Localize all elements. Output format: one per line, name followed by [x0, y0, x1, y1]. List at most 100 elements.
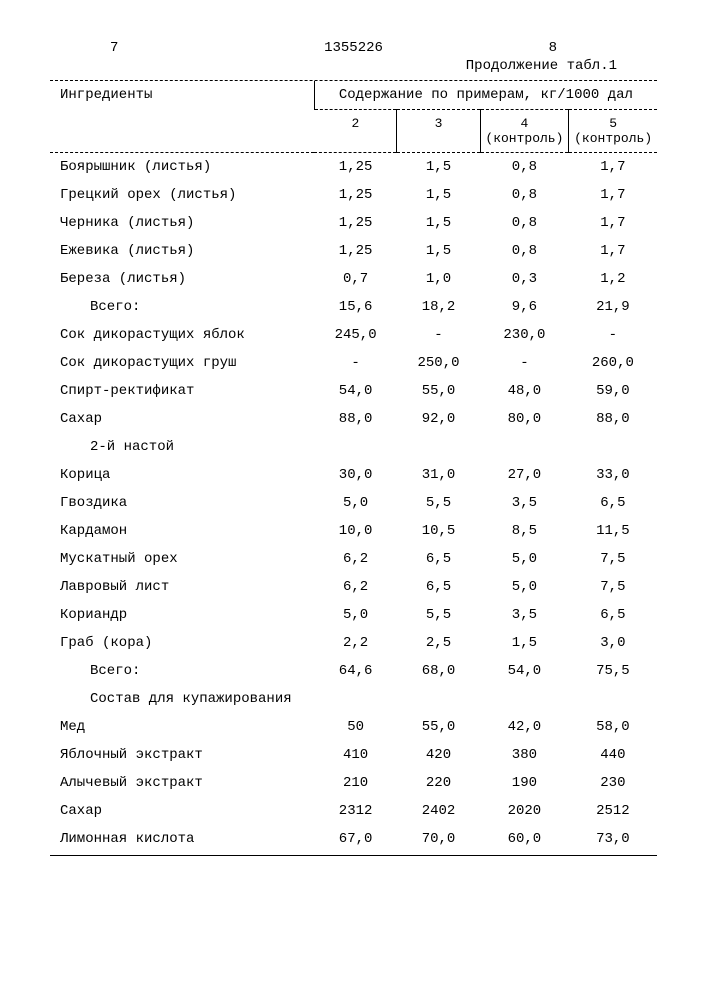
- table-row: Граб (кора)2,22,51,53,0: [50, 629, 657, 657]
- value-cell: 0,8: [480, 209, 569, 237]
- table-body: Боярышник (листья)1,251,50,81,7Грецкий о…: [50, 153, 657, 854]
- value-cell: 410: [314, 741, 397, 769]
- value-cell: 59,0: [569, 377, 657, 405]
- ingredient-cell: Сок дикорастущих яблок: [50, 321, 314, 349]
- value-cell: -: [480, 349, 569, 377]
- value-cell: 0,8: [480, 237, 569, 265]
- value-cell: 6,5: [397, 545, 480, 573]
- value-cell: 1,25: [314, 209, 397, 237]
- ingredient-cell: Всего:: [50, 657, 314, 685]
- page-number-left: 7: [110, 40, 118, 56]
- header-col-4: 4 (контроль): [480, 110, 569, 153]
- value-cell: 54,0: [480, 657, 569, 685]
- header-col-3: 3: [397, 110, 480, 153]
- table-row: Кардамон10,010,58,511,5: [50, 517, 657, 545]
- value-cell: 31,0: [397, 461, 480, 489]
- ingredient-cell: Сахар: [50, 797, 314, 825]
- table-row: Яблочный экстракт410420380440: [50, 741, 657, 769]
- value-cell: [314, 685, 397, 713]
- value-cell: [314, 433, 397, 461]
- header-col-4-note: (контроль): [485, 131, 563, 146]
- ingredients-table: Ингредиенты Содержание по примерам, кг/1…: [50, 81, 657, 856]
- value-cell: 55,0: [397, 377, 480, 405]
- value-cell: 18,2: [397, 293, 480, 321]
- value-cell: 2402: [397, 797, 480, 825]
- ingredient-cell: Спирт-ректификат: [50, 377, 314, 405]
- value-cell: 60,0: [480, 825, 569, 853]
- ingredient-cell: Мускатный орех: [50, 545, 314, 573]
- value-cell: 2312: [314, 797, 397, 825]
- ingredient-cell: Ежевика (листья): [50, 237, 314, 265]
- table-row: Алычевый экстракт210220190230: [50, 769, 657, 797]
- value-cell: 42,0: [480, 713, 569, 741]
- value-cell: 10,5: [397, 517, 480, 545]
- value-cell: 48,0: [480, 377, 569, 405]
- ingredient-cell: Лимонная кислота: [50, 825, 314, 853]
- value-cell: [397, 685, 480, 713]
- value-cell: 54,0: [314, 377, 397, 405]
- table-row: Всего:15,618,29,621,9: [50, 293, 657, 321]
- value-cell: 21,9: [569, 293, 657, 321]
- value-cell: 70,0: [397, 825, 480, 853]
- value-cell: 73,0: [569, 825, 657, 853]
- value-cell: 230,0: [480, 321, 569, 349]
- value-cell: 1,7: [569, 237, 657, 265]
- value-cell: 1,5: [480, 629, 569, 657]
- value-cell: 440: [569, 741, 657, 769]
- value-cell: 8,5: [480, 517, 569, 545]
- ingredient-cell: Кориандр: [50, 601, 314, 629]
- ingredient-cell: 2-й настой: [50, 433, 314, 461]
- table-row: Сахар2312240220202512: [50, 797, 657, 825]
- table-row: Сок дикорастущих груш-250,0-260,0: [50, 349, 657, 377]
- value-cell: 2512: [569, 797, 657, 825]
- top-page-numbers: 7 1355226 8: [50, 40, 657, 56]
- table-row: Корица30,031,027,033,0: [50, 461, 657, 489]
- value-cell: 1,7: [569, 153, 657, 182]
- value-cell: 55,0: [397, 713, 480, 741]
- value-cell: 6,5: [569, 601, 657, 629]
- value-cell: -: [397, 321, 480, 349]
- value-cell: -: [569, 321, 657, 349]
- value-cell: 0,8: [480, 153, 569, 182]
- table-row: 2-й настой: [50, 433, 657, 461]
- header-col-5: 5 (контроль): [569, 110, 657, 153]
- value-cell: 1,5: [397, 181, 480, 209]
- ingredient-cell: Алычевый экстракт: [50, 769, 314, 797]
- value-cell: 80,0: [480, 405, 569, 433]
- value-cell: 33,0: [569, 461, 657, 489]
- value-cell: 11,5: [569, 517, 657, 545]
- value-cell: 0,3: [480, 265, 569, 293]
- value-cell: 5,5: [397, 489, 480, 517]
- value-cell: 7,5: [569, 545, 657, 573]
- value-cell: 5,0: [480, 573, 569, 601]
- value-cell: 1,5: [397, 237, 480, 265]
- value-cell: 1,7: [569, 209, 657, 237]
- value-cell: 0,7: [314, 265, 397, 293]
- header-col-4-num: 4: [521, 116, 529, 131]
- value-cell: 27,0: [480, 461, 569, 489]
- value-cell: 6,2: [314, 545, 397, 573]
- ingredient-cell: Боярышник (листья): [50, 153, 314, 182]
- value-cell: 64,6: [314, 657, 397, 685]
- value-cell: 2020: [480, 797, 569, 825]
- value-cell: 9,6: [480, 293, 569, 321]
- value-cell: 5,0: [314, 601, 397, 629]
- value-cell: 6,2: [314, 573, 397, 601]
- ingredient-cell: Граб (кора): [50, 629, 314, 657]
- value-cell: 7,5: [569, 573, 657, 601]
- ingredient-cell: Мед: [50, 713, 314, 741]
- value-cell: 68,0: [397, 657, 480, 685]
- ingredient-cell: Кардамон: [50, 517, 314, 545]
- value-cell: 30,0: [314, 461, 397, 489]
- header-content-by-examples: Содержание по примерам, кг/1000 дал: [314, 81, 657, 110]
- value-cell: 2,5: [397, 629, 480, 657]
- value-cell: 220: [397, 769, 480, 797]
- table-row: Спирт-ректификат54,055,048,059,0: [50, 377, 657, 405]
- value-cell: 245,0: [314, 321, 397, 349]
- table-row: Состав для купажирования: [50, 685, 657, 713]
- ingredient-cell: Гвоздика: [50, 489, 314, 517]
- ingredient-cell: Сахар: [50, 405, 314, 433]
- table-row: Мед5055,042,058,0: [50, 713, 657, 741]
- page-number-right: 8: [549, 40, 557, 56]
- ingredient-cell: Всего:: [50, 293, 314, 321]
